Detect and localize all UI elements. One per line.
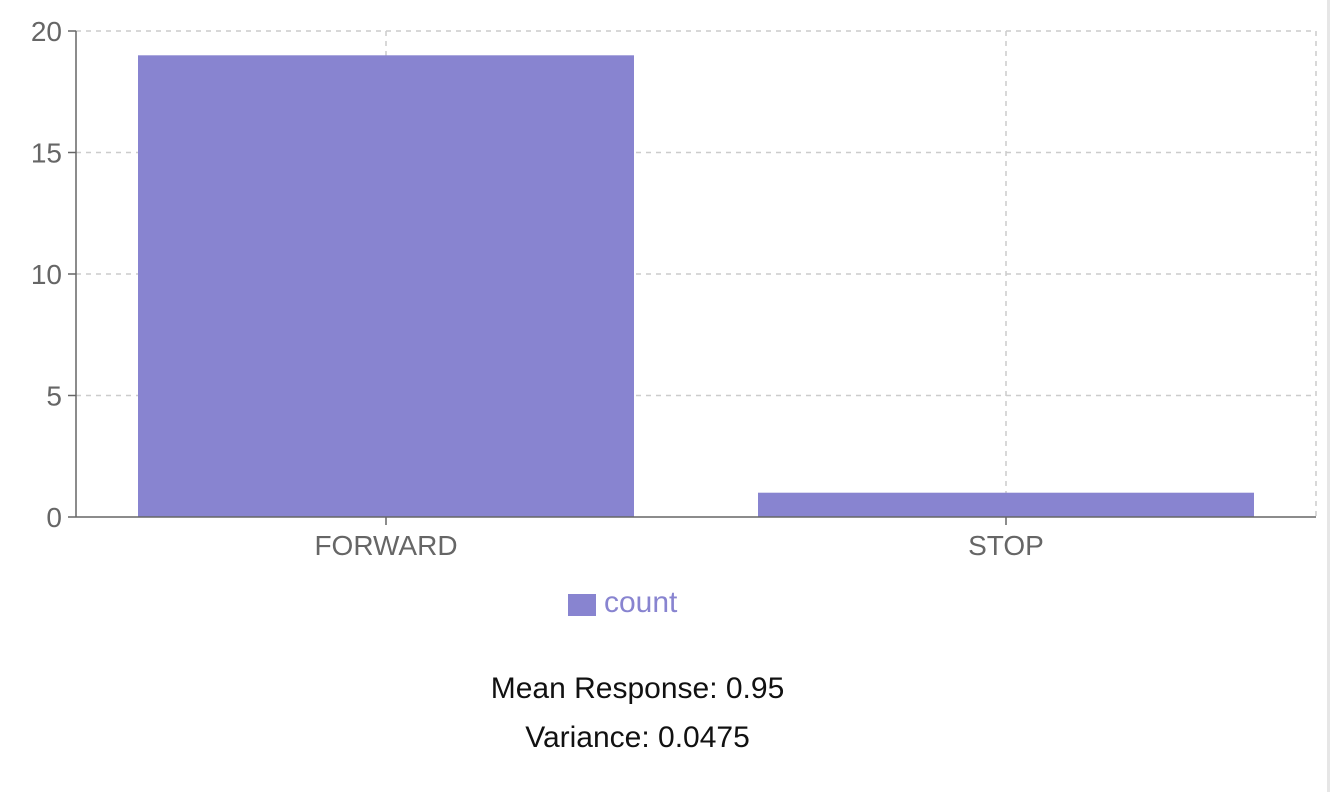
bar-forward[interactable] — [138, 55, 634, 518]
panel-divider — [1327, 0, 1330, 792]
y-tick-label: 5 — [46, 381, 62, 412]
x-tick-label: FORWARD — [314, 530, 457, 561]
variance-text: Variance: 0.0475 — [525, 721, 750, 754]
x-tick-label: STOP — [968, 530, 1044, 561]
axes: 0 5 10 15 20 FORWARD STOP — [31, 16, 1316, 561]
mean-response-text: Mean Response: 0.95 — [490, 672, 785, 705]
legend[interactable]: count — [568, 586, 678, 619]
y-tick-label: 20 — [31, 16, 62, 47]
y-tick-label: 15 — [31, 138, 62, 169]
count-bar-chart: 0 5 10 15 20 FORWARD STOP count — [31, 16, 1317, 619]
legend-label: count — [604, 586, 678, 619]
y-tick-label: 10 — [31, 259, 62, 290]
legend-swatch — [568, 594, 596, 616]
bar-stop[interactable] — [758, 492, 1254, 517]
y-tick-label: 0 — [46, 502, 62, 533]
bars — [138, 55, 1254, 518]
